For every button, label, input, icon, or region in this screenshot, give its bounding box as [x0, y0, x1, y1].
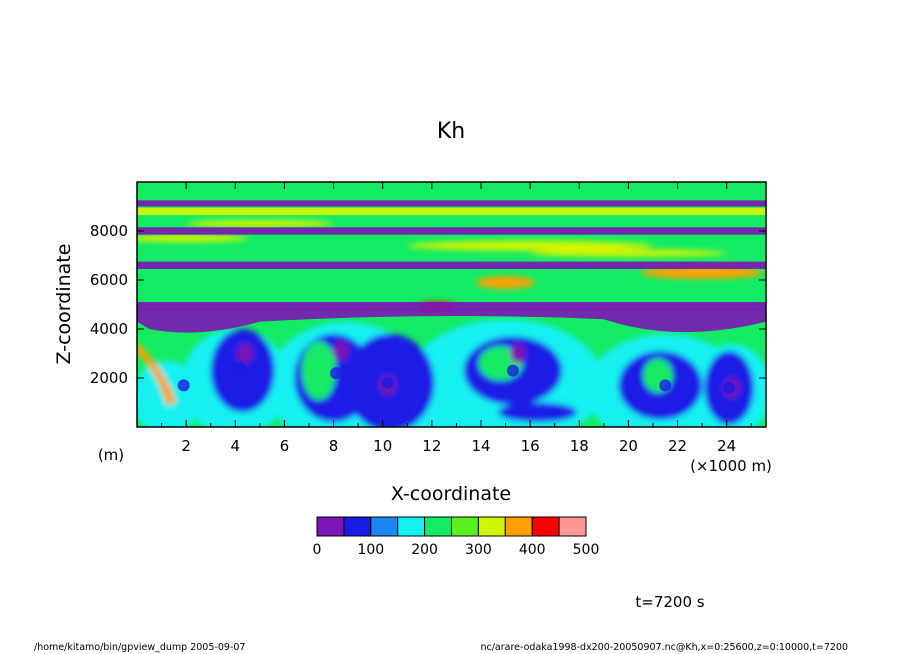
field-cell — [381, 376, 394, 389]
x-tick-label: 22 — [668, 437, 687, 455]
kh-field — [137, 190, 766, 427]
x-tick-label: 20 — [619, 437, 638, 455]
x-tick-label: 12 — [422, 437, 441, 455]
field-cell — [723, 381, 736, 394]
x-tick-label: 6 — [280, 437, 290, 455]
field-green-region — [301, 341, 337, 401]
field-high-streak — [407, 240, 653, 251]
field-purple-spot — [237, 343, 254, 364]
field-band — [137, 261, 766, 269]
x-tick-label: 2 — [181, 437, 191, 455]
colorbar-label: 100 — [357, 542, 384, 558]
colorbar-swatch — [316, 516, 345, 537]
field-band — [137, 190, 766, 198]
field-high-streak — [530, 249, 727, 257]
x-tick-label: 16 — [521, 437, 540, 455]
footer-left: /home/kitamo/bin/gpview_dump 2005-09-07 — [34, 642, 245, 653]
colorbar-swatch — [397, 516, 426, 537]
plot-frame — [136, 181, 767, 428]
field-cell — [177, 379, 190, 392]
x-axis: 2 4 6 8 10 12 14 16 18 20 22 24 — [161, 182, 752, 455]
y-tick-label: 2000 — [90, 369, 128, 387]
field-high-streak — [186, 219, 334, 228]
field-high-streak — [640, 266, 764, 279]
colorbar-swatch — [558, 516, 587, 537]
plot-area — [137, 182, 766, 427]
field-plume — [137, 341, 177, 405]
time-label: t=7200 s — [635, 593, 704, 611]
field-low-band — [137, 309, 766, 333]
x-tick-label: 14 — [471, 437, 490, 455]
y-axis-label: Z-coordinate — [53, 244, 75, 365]
colorbar-label: 0 — [313, 542, 322, 558]
chart-title: Kh — [437, 119, 465, 144]
field-high-streak — [137, 234, 248, 243]
field-band — [137, 207, 766, 216]
x-tick-label: 8 — [329, 437, 339, 455]
x-unit-label: (m) — [98, 446, 124, 464]
colorbar-swatch — [451, 516, 479, 537]
colorbar-swatch — [370, 516, 399, 537]
field-cell — [234, 362, 247, 375]
x-axis-label: X-coordinate — [391, 483, 511, 505]
y-axis: 2000 4000 6000 8000 — [90, 222, 766, 387]
y-tick-label: 6000 — [90, 271, 128, 289]
colorbar-label: 500 — [573, 542, 600, 558]
colorbar: 0 100 200 300 400 500 — [313, 516, 600, 558]
x-tick-label: 24 — [717, 437, 736, 455]
colorbar-swatch — [343, 516, 372, 537]
field-purple-spot — [332, 341, 349, 362]
field-band — [137, 200, 766, 207]
x-tick-label: 18 — [570, 437, 589, 455]
x-tick-label: 4 — [231, 437, 241, 455]
colorbar-label: 300 — [465, 542, 492, 558]
colorbar-swatch — [424, 516, 453, 537]
field-cell — [506, 364, 519, 377]
field-high-streak — [476, 276, 536, 289]
colorbar-swatch — [531, 516, 560, 537]
field-band — [137, 227, 766, 235]
colorbar-swatch — [504, 516, 533, 537]
field-cell — [330, 367, 343, 380]
colorbar-swatch — [477, 516, 506, 537]
field-purple-spot — [509, 343, 526, 364]
y-tick-label: 4000 — [90, 320, 128, 338]
field-band — [137, 302, 766, 311]
footer-right: nc/arare-odaka1998-dx200-20050907.nc@Kh,… — [480, 642, 848, 653]
x-scale-label: (×1000 m) — [690, 457, 772, 475]
colorbar-label: 200 — [411, 542, 438, 558]
colorbar-label: 400 — [519, 542, 546, 558]
field-cell — [659, 379, 672, 392]
field-texture — [137, 219, 766, 427]
x-tick-label: 10 — [373, 437, 392, 455]
y-tick-label: 8000 — [90, 222, 128, 240]
field-blue-region — [498, 402, 577, 423]
